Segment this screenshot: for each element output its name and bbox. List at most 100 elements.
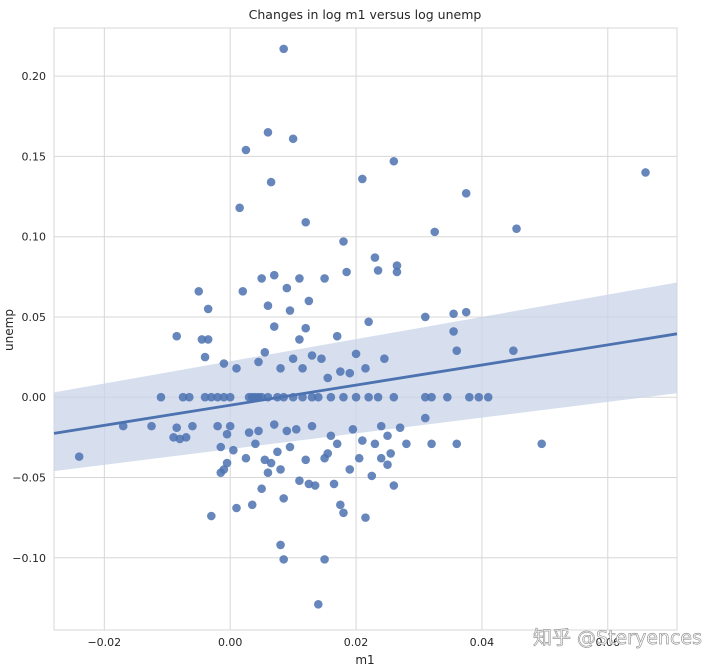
data-point xyxy=(184,392,194,402)
data-point xyxy=(288,134,298,144)
data-point xyxy=(329,479,339,489)
data-point xyxy=(376,421,386,431)
data-point xyxy=(383,460,392,469)
data-point xyxy=(537,439,547,449)
data-point xyxy=(461,307,471,317)
data-point xyxy=(232,503,241,513)
data-point xyxy=(339,392,348,402)
regression-line-path xyxy=(53,332,678,435)
data-point xyxy=(370,253,380,262)
data-point xyxy=(443,392,452,402)
data-point xyxy=(304,296,314,306)
data-point xyxy=(380,354,389,363)
data-point xyxy=(339,237,348,246)
data-point xyxy=(301,217,311,227)
data-point xyxy=(295,476,304,486)
chart-title: Changes in log m1 versus log unemp xyxy=(249,7,482,22)
data-point xyxy=(354,453,364,463)
data-point xyxy=(307,421,317,431)
data-point xyxy=(172,331,182,341)
data-point xyxy=(229,445,238,455)
x-tick-label: 0.04 xyxy=(470,636,495,649)
data-point xyxy=(147,421,156,431)
data-point xyxy=(241,453,251,463)
data-point xyxy=(257,274,266,283)
data-point xyxy=(241,145,251,155)
y-tick-label: 0.20 xyxy=(22,70,47,83)
data-point xyxy=(358,436,367,445)
data-point xyxy=(285,306,295,315)
data-point xyxy=(200,392,210,402)
data-point xyxy=(392,261,402,270)
data-point xyxy=(156,392,166,402)
data-point xyxy=(420,392,430,402)
data-point xyxy=(449,309,458,319)
data-point xyxy=(336,500,345,510)
data-point xyxy=(351,349,361,359)
data-point xyxy=(512,224,521,233)
data-point xyxy=(285,442,295,452)
data-point xyxy=(74,452,84,461)
data-point xyxy=(203,335,213,344)
data-point xyxy=(364,392,373,402)
y-tick-label: 0.05 xyxy=(22,311,47,324)
data-point xyxy=(301,455,311,465)
data-point xyxy=(364,317,373,327)
data-point xyxy=(326,431,336,441)
data-point xyxy=(266,177,276,187)
data-point xyxy=(279,555,288,564)
data-point xyxy=(323,373,333,383)
data-point xyxy=(427,392,436,402)
confidence-band-area xyxy=(54,282,677,472)
data-point xyxy=(474,392,484,402)
data-point xyxy=(361,513,370,522)
data-point xyxy=(509,346,518,355)
data-point xyxy=(254,426,263,436)
data-point xyxy=(225,392,235,402)
data-point xyxy=(420,312,430,322)
data-point xyxy=(288,354,298,363)
data-point xyxy=(351,392,361,402)
data-point xyxy=(345,368,355,378)
data-point xyxy=(307,351,317,360)
data-point xyxy=(216,442,226,452)
data-point xyxy=(402,439,411,449)
data-point xyxy=(427,439,436,449)
data-point xyxy=(273,447,282,457)
data-point xyxy=(276,465,285,474)
data-point xyxy=(373,392,383,402)
data-point xyxy=(452,346,462,355)
y-axis-label: unemp xyxy=(2,309,16,351)
data-point xyxy=(213,421,222,431)
data-point xyxy=(254,357,263,367)
y-tick-label: 0.10 xyxy=(22,231,47,244)
data-point xyxy=(389,481,399,490)
data-point xyxy=(332,331,342,341)
x-tick-label: −0.02 xyxy=(87,636,121,649)
data-point xyxy=(314,392,323,402)
data-point xyxy=(291,425,301,434)
data-point xyxy=(213,392,222,402)
data-point xyxy=(257,484,266,494)
data-point xyxy=(269,420,279,429)
data-point xyxy=(295,274,304,283)
data-point xyxy=(461,189,471,198)
data-point xyxy=(320,555,329,564)
x-tick-label: 0.06 xyxy=(596,636,621,649)
data-point xyxy=(342,267,351,277)
data-point xyxy=(389,392,399,402)
data-point xyxy=(320,274,329,283)
data-point xyxy=(326,392,336,402)
x-tick-labels: −0.02 0.00 0.02 0.04 0.06 xyxy=(87,636,620,649)
data-point xyxy=(295,335,304,344)
data-point xyxy=(336,367,345,376)
data-point xyxy=(263,468,273,477)
data-point xyxy=(348,425,358,434)
data-point xyxy=(200,352,210,362)
data-point xyxy=(430,227,440,237)
data-point xyxy=(339,508,348,518)
data-point xyxy=(181,433,191,442)
y-tick-label: −0.10 xyxy=(12,552,46,565)
data-point xyxy=(358,174,367,184)
